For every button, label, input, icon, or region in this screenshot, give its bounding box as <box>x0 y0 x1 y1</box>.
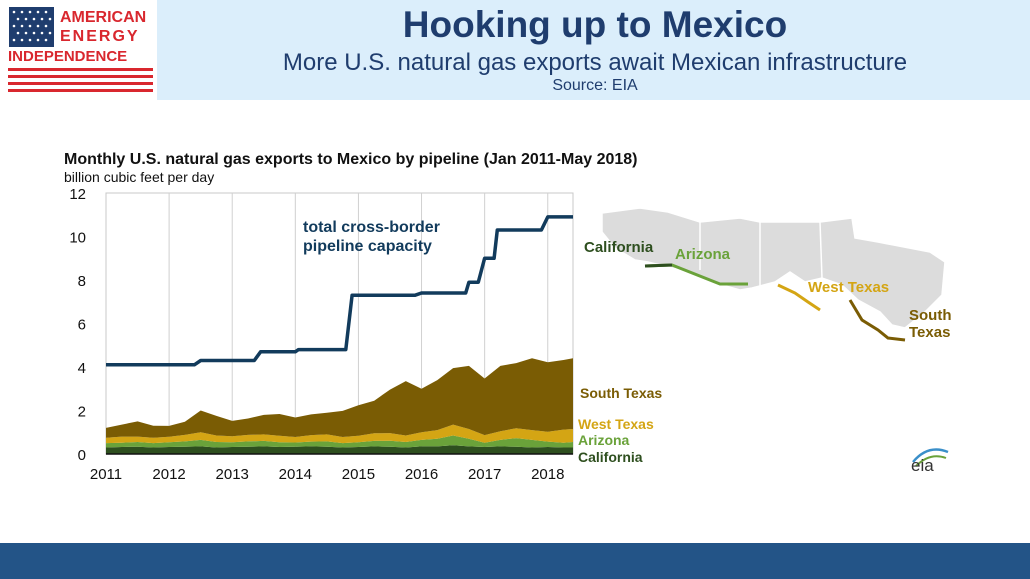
us-states-shape <box>601 207 946 329</box>
x-tick-label-2015: 2015 <box>342 466 375 483</box>
pipeline-south-texas <box>848 299 906 342</box>
x-tick-label-2012: 2012 <box>152 466 185 483</box>
logo-line-3: INDEPENDENCE <box>8 48 127 65</box>
map-label-arizona: Arizona <box>675 246 731 263</box>
eia-logo: eia <box>911 448 949 475</box>
eia-swoosh-icon <box>912 448 949 463</box>
state-borders <box>699 221 823 288</box>
x-tick-label-2017: 2017 <box>468 466 501 483</box>
chart-title: Monthly U.S. natural gas exports to Mexi… <box>64 151 638 168</box>
x-tick-label-2018: 2018 <box>531 466 564 483</box>
pipeline-west-texas <box>777 283 821 312</box>
x-tick-label-2011: 2011 <box>90 466 122 483</box>
map-label-california: California <box>584 239 654 256</box>
label-california: California <box>578 449 643 465</box>
map-label-south-texas-line-2: Texas <box>909 324 950 341</box>
logo-graphic: AMERICAN ENERGY INDEPENDENCE <box>8 7 153 92</box>
label-arizona: Arizona <box>578 432 630 448</box>
capacity-line-layer <box>106 215 573 367</box>
y-tick-label-8: 8 <box>78 273 86 290</box>
capacity-line <box>106 215 573 367</box>
y-tick-label-0: 0 <box>78 447 86 464</box>
axes: 2011 2012 2013 2014 2015 2016 2017 2018 0 2 4 6 8 10 1… <box>69 186 573 483</box>
eia-swoosh-2-icon <box>915 455 947 467</box>
logo-line-2: ENERGY <box>60 28 140 45</box>
label-south-texas: South Texas <box>580 385 662 401</box>
area-west-texas <box>106 424 573 444</box>
y-tick-label-10: 10 <box>69 230 86 247</box>
page-title: Hooking up to Mexico <box>402 4 788 45</box>
x-tick-label-2014: 2014 <box>279 466 312 483</box>
x-tick-label-2013: 2013 <box>216 466 249 483</box>
area-arizona <box>106 435 573 448</box>
label-west-texas: West Texas <box>578 416 654 432</box>
flag-icon <box>9 7 54 47</box>
y-tick-label-12: 12 <box>69 186 86 203</box>
logo-line-1: AMERICAN <box>60 9 146 26</box>
source-note: Source: EIA <box>552 77 638 94</box>
y-tick-label-2: 2 <box>78 404 86 421</box>
map-label-west-texas: West Texas <box>808 279 889 296</box>
capacity-label-line-1: total cross-border <box>303 219 440 236</box>
eia-logo-text: eia <box>911 456 934 475</box>
capacity-label-line-2: pipeline capacity <box>303 238 432 255</box>
pipeline-california <box>644 263 673 268</box>
border-map: California Arizona West Texas South Texa… <box>584 207 952 342</box>
map-label-south-texas-line-1: South <box>909 307 952 324</box>
y-tick-label-4: 4 <box>78 360 86 377</box>
footer-band <box>0 543 1030 579</box>
stacked-areas <box>106 358 573 454</box>
header-band <box>0 0 1030 100</box>
y-tick-label-6: 6 <box>78 317 86 334</box>
page-subtitle: More U.S. natural gas exports await Mexi… <box>282 49 908 76</box>
area-california <box>106 445 573 454</box>
logo: AMERICAN ENERGY INDEPENDENCE <box>0 0 157 100</box>
logo-stripes <box>8 68 153 92</box>
area-south-texas <box>106 358 573 438</box>
x-tick-label-2016: 2016 <box>405 466 438 483</box>
y-axis-label: billion cubic feet per day <box>64 169 215 185</box>
